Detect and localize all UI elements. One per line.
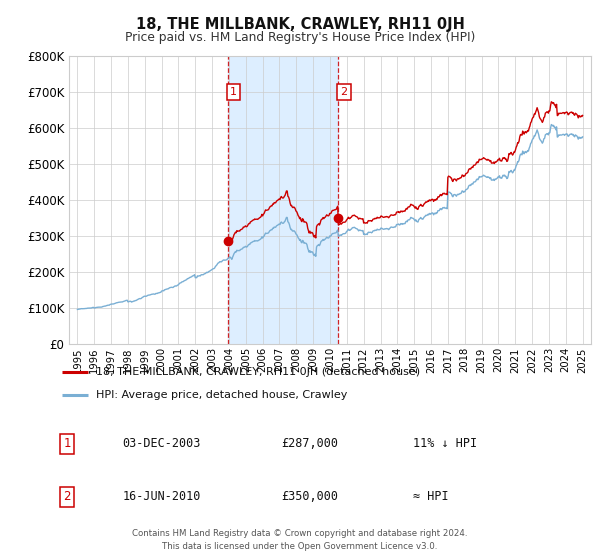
Text: 16-JUN-2010: 16-JUN-2010 [122, 491, 201, 503]
Text: ≈ HPI: ≈ HPI [413, 491, 449, 503]
Text: 18, THE MILLBANK, CRAWLEY, RH11 0JH (detached house): 18, THE MILLBANK, CRAWLEY, RH11 0JH (det… [96, 367, 421, 377]
Text: 2: 2 [64, 491, 71, 503]
Bar [227, 56, 338, 344]
Text: 1: 1 [230, 87, 237, 97]
Text: £350,000: £350,000 [281, 491, 338, 503]
Text: 18, THE MILLBANK, CRAWLEY, RH11 0JH: 18, THE MILLBANK, CRAWLEY, RH11 0JH [136, 17, 464, 32]
Text: Contains HM Land Registry data © Crown copyright and database right 2024.: Contains HM Land Registry data © Crown c… [132, 529, 468, 538]
Text: 11% ↓ HPI: 11% ↓ HPI [413, 437, 477, 450]
Text: £287,000: £287,000 [281, 437, 338, 450]
Text: Price paid vs. HM Land Registry's House Price Index (HPI): Price paid vs. HM Land Registry's House … [125, 31, 475, 44]
Text: 03-DEC-2003: 03-DEC-2003 [122, 437, 201, 450]
Text: This data is licensed under the Open Government Licence v3.0.: This data is licensed under the Open Gov… [163, 542, 437, 550]
Text: 2: 2 [340, 87, 347, 97]
Text: HPI: Average price, detached house, Crawley: HPI: Average price, detached house, Craw… [96, 390, 347, 400]
Text: 1: 1 [64, 437, 71, 450]
